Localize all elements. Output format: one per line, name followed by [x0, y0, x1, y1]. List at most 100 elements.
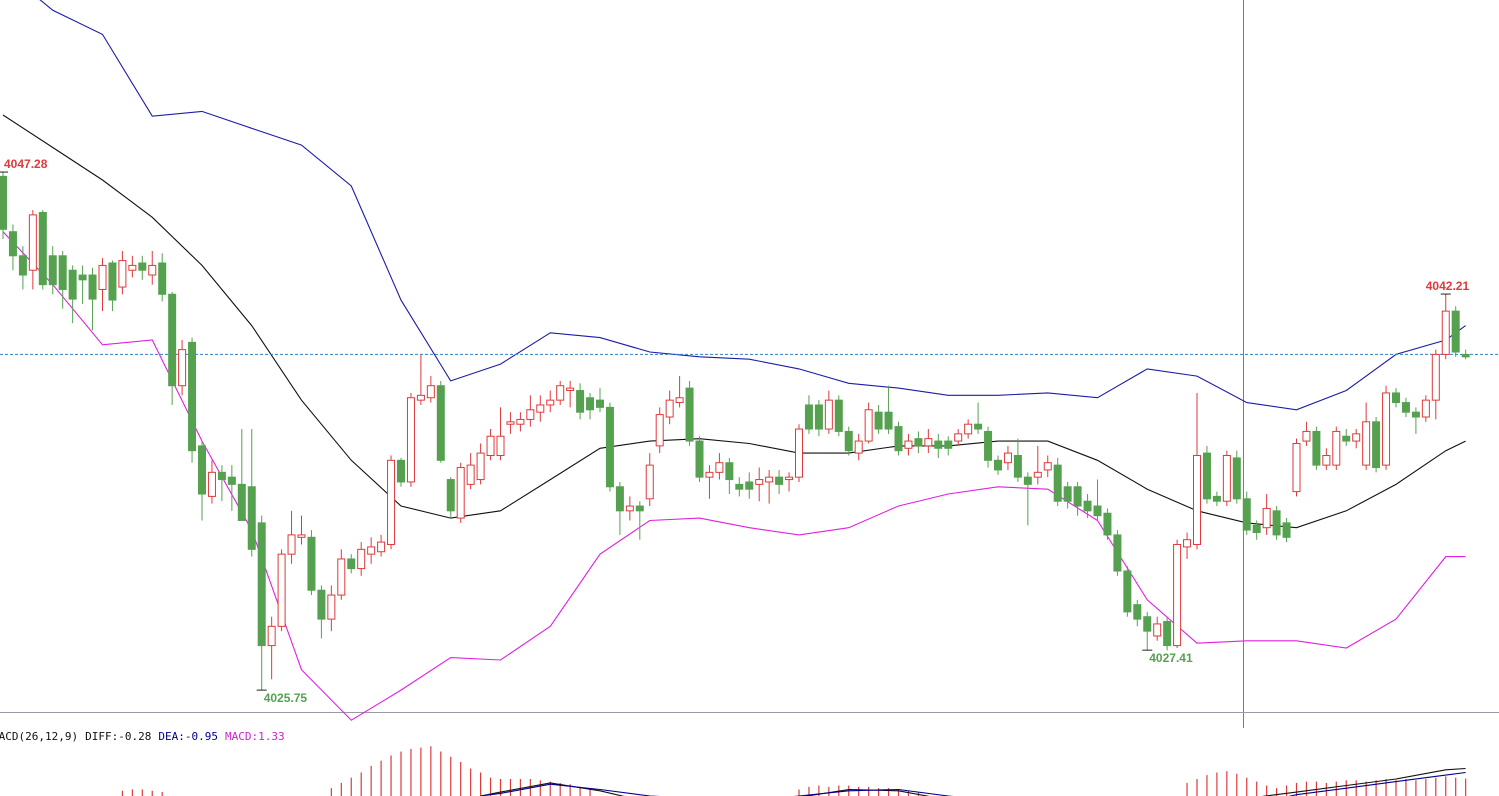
candle-body [1382, 392, 1391, 466]
candle-body [1063, 486, 1072, 502]
candle-body [377, 541, 386, 553]
candle-body [247, 486, 256, 550]
candle-body [795, 428, 803, 478]
candle-body [964, 423, 973, 435]
candle-body [1312, 430, 1321, 466]
candle-body [645, 464, 654, 500]
candle-body [1431, 353, 1440, 401]
candle-body [605, 406, 614, 488]
candle-body [576, 390, 585, 413]
candle-body [387, 459, 396, 546]
candle-body [1153, 623, 1162, 637]
candle-body [158, 262, 167, 295]
candle-body [635, 505, 644, 512]
candle-body [1352, 433, 1361, 442]
macd-value: 1.33 [258, 730, 285, 743]
candle-body [1461, 353, 1470, 358]
candle-body [1073, 486, 1082, 507]
candle-body [466, 464, 475, 485]
candle-body [904, 440, 913, 449]
candle-body [426, 385, 435, 399]
candle-body [536, 404, 545, 413]
candle-body [725, 462, 734, 481]
candle-body [924, 438, 933, 447]
candle-body [1013, 454, 1022, 478]
candle-body [1143, 616, 1152, 632]
candle-body [237, 483, 246, 521]
candle-body [397, 459, 405, 483]
candle-body [1302, 430, 1311, 442]
candle-body [18, 255, 27, 276]
candle-body [1133, 604, 1142, 620]
candle-body [1392, 392, 1400, 404]
candle-body [1292, 442, 1301, 493]
indicator-name: MACD(26,12,9) [0, 730, 78, 743]
candle-body [257, 522, 266, 647]
candle-body [28, 214, 37, 271]
candle-body [1282, 522, 1291, 538]
candle-body [785, 476, 794, 481]
candle-body [1123, 570, 1132, 613]
candle-body [367, 546, 376, 555]
candle-body [277, 553, 286, 627]
candle-body [188, 341, 197, 452]
candle-body [506, 421, 515, 425]
candle-body [307, 536, 316, 591]
candle-body [1053, 464, 1062, 502]
candle-body [1163, 621, 1172, 647]
candle-body [814, 404, 823, 430]
candle-body [1342, 435, 1351, 442]
candle-body [68, 269, 77, 300]
extreme-label: 4042.21 [1426, 279, 1470, 293]
candle-body [1332, 430, 1341, 466]
candle-body [496, 435, 505, 456]
candle-body [1441, 310, 1450, 355]
extreme-label: 4047.28 [4, 157, 48, 171]
candle-body [516, 418, 525, 425]
candle-body [1193, 454, 1201, 546]
candle-body [655, 414, 664, 447]
candle-body [1093, 505, 1102, 517]
extreme-label: 4027.41 [1149, 651, 1193, 665]
candle-body [446, 479, 455, 512]
candle-body [1212, 495, 1221, 502]
candle-body [954, 433, 963, 442]
candle-body [596, 399, 604, 408]
candle-body [337, 558, 346, 596]
candle-body [556, 385, 565, 401]
candle-body [705, 471, 714, 478]
candle-body [297, 534, 306, 538]
candle-body [1242, 498, 1251, 531]
band-line [39, 0, 1466, 411]
candle-body [38, 211, 47, 286]
candle-body [625, 505, 634, 512]
candle-body [1003, 452, 1012, 464]
candle-body [1252, 524, 1261, 533]
candle-body [456, 467, 465, 519]
candle-body [0, 175, 7, 230]
candle-body [914, 438, 923, 447]
candle-body [217, 471, 226, 481]
candle-body [178, 349, 187, 387]
candle-body [118, 260, 127, 288]
candle-body [615, 486, 624, 512]
candle-body [874, 411, 883, 430]
dea-value: -0.95 [185, 730, 218, 743]
candle-body [685, 387, 694, 442]
candle-body [1372, 421, 1381, 469]
candle-body [745, 481, 754, 490]
candle-body [984, 430, 993, 461]
candle-body [207, 471, 216, 497]
candle-body [834, 399, 843, 432]
candle-body [327, 594, 336, 620]
candle-body [138, 262, 147, 271]
candle-body [566, 387, 575, 392]
candle-body [317, 589, 326, 620]
candle-body [994, 459, 1002, 471]
macd-label: MACD: [225, 730, 258, 743]
diff-value: -0.28 [118, 730, 151, 743]
candle-body [58, 255, 67, 290]
candle-body [227, 476, 236, 485]
indicator-header [0, 729, 1499, 743]
candle-body [824, 399, 833, 430]
